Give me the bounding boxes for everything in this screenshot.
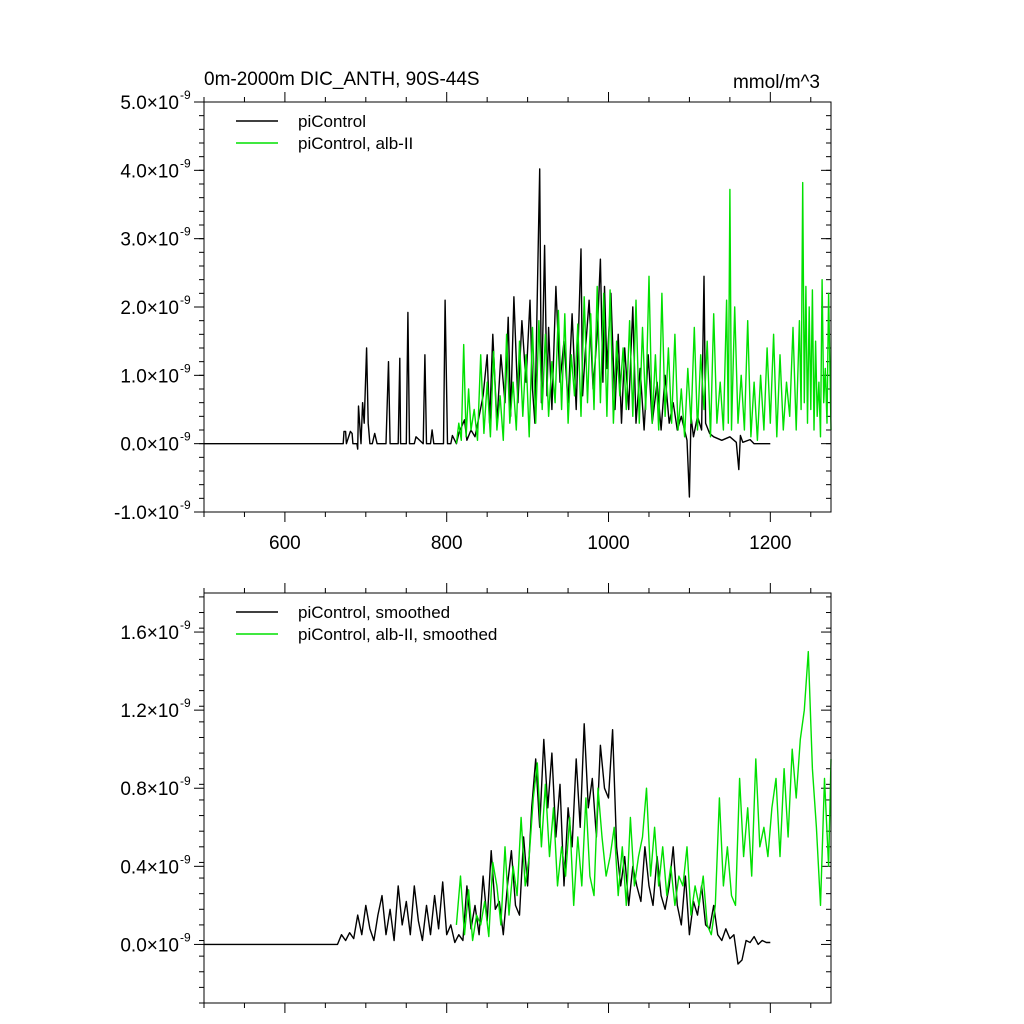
y-tick-exponent: -9: [180, 361, 191, 375]
y-tick-mantissa: 5.0×10: [120, 93, 179, 114]
y-tick-exponent: -9: [180, 293, 191, 307]
legend-label-picontrol: piControl: [298, 112, 366, 131]
y-tick-mantissa: 1.2×10: [120, 701, 179, 722]
series-line-picontrol-smoothed: [204, 723, 771, 965]
x-tick-label: 600: [269, 533, 301, 554]
y-tick-label: 2.0×10 -9: [120, 293, 191, 319]
y-tick-mantissa: 4.0×10: [120, 161, 179, 182]
series-line-picontrol-alb-ii-smoothed: [455, 650, 832, 942]
y-tick-exponent: -9: [180, 696, 191, 710]
axes-ticks: 0.0×10 -90.4×10 -90.8×10 -91.2×10 -91.6×10 -9: [120, 583, 831, 1013]
series-lines: [204, 168, 832, 498]
legend: piControl piControl, alb-II: [236, 112, 413, 153]
y-tick-exponent: -9: [180, 498, 191, 512]
units-label: mmol/m^3: [733, 72, 820, 93]
y-tick-mantissa: 0.0×10: [120, 435, 179, 456]
y-tick-label: 1.0×10 -9: [120, 361, 191, 387]
legend: piControl, smoothed piControl, alb-II, s…: [236, 603, 497, 644]
y-tick-label: 0.0×10 -9: [120, 430, 191, 456]
y-tick-mantissa: 1.0×10: [120, 366, 179, 387]
bottom-panel: 0.0×10 -90.4×10 -90.8×10 -91.2×10 -91.6×10 -9…: [120, 583, 832, 1013]
y-tick-mantissa: 3.0×10: [120, 230, 179, 251]
y-tick-exponent: -9: [180, 852, 191, 866]
y-tick-mantissa: -1.0×10: [114, 503, 179, 524]
y-tick-exponent: -9: [180, 430, 191, 444]
y-tick-label: 3.0×10 -9: [120, 225, 191, 251]
plot-frame: [203, 592, 832, 1004]
plot-frame: [203, 101, 832, 513]
series-line-picontrol-alb-ii: [455, 181, 832, 444]
y-tick-label: -1.0×10 -9: [114, 498, 191, 524]
legend-label-alb-ii-smoothed: piControl, alb-II, smoothed: [298, 625, 497, 644]
y-tick-exponent: -9: [180, 88, 191, 102]
y-tick-label: 0.8×10 -9: [120, 774, 191, 800]
y-tick-exponent: -9: [180, 930, 191, 944]
axes-ticks: 600 800 1000 1200-1.0×10 -90.0×10 -91.0×10 -92…: [114, 88, 831, 554]
top-panel: 0m-2000m DIC_ANTH, 90S-44S mmol/m^3 600 8…: [114, 69, 832, 554]
y-tick-mantissa: 0.0×10: [120, 935, 179, 956]
y-tick-mantissa: 0.4×10: [120, 857, 179, 878]
legend-label-alb-ii: piControl, alb-II: [298, 134, 413, 153]
y-tick-label: 1.6×10 -9: [120, 618, 191, 644]
y-tick-exponent: -9: [180, 618, 191, 632]
y-tick-exponent: -9: [180, 225, 191, 239]
x-tick-label: 1200: [749, 533, 791, 554]
x-tick-label: 800: [431, 533, 463, 554]
y-tick-mantissa: 2.0×10: [120, 298, 179, 319]
chart-title: 0m-2000m DIC_ANTH, 90S-44S: [204, 69, 480, 90]
y-tick-label: 0.4×10 -9: [120, 852, 191, 878]
legend-label-picontrol-smoothed: piControl, smoothed: [298, 603, 450, 622]
y-tick-label: 0.0×10 -9: [120, 930, 191, 956]
series-line-picontrol: [204, 168, 771, 498]
y-tick-label: 1.2×10 -9: [120, 696, 191, 722]
y-tick-mantissa: 1.6×10: [120, 623, 179, 644]
y-tick-exponent: -9: [180, 156, 191, 170]
y-tick-exponent: -9: [180, 774, 191, 788]
y-tick-label: 4.0×10 -9: [120, 156, 191, 182]
series-lines: [204, 650, 832, 965]
y-tick-mantissa: 0.8×10: [120, 779, 179, 800]
y-tick-label: 5.0×10 -9: [120, 88, 191, 114]
x-tick-label: 1000: [587, 533, 629, 554]
